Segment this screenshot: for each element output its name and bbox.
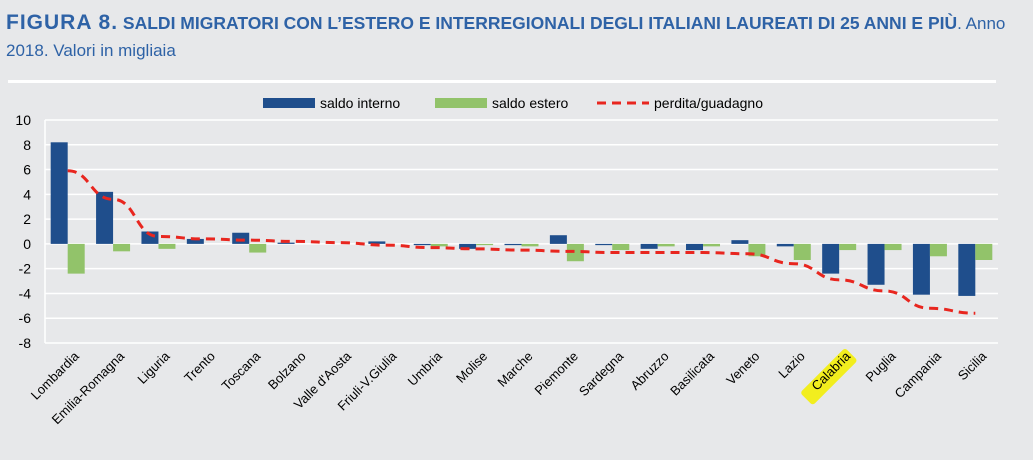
legend-saldo-interno-swatch <box>263 98 315 108</box>
bar-saldo-estero <box>793 243 811 260</box>
bar-saldo-estero <box>884 243 902 251</box>
legend-saldo-interno-label: saldo interno <box>320 95 400 111</box>
y-tick-label: 8 <box>23 137 31 153</box>
bar-saldo-interno <box>504 243 522 246</box>
y-tick-label: 10 <box>15 112 31 128</box>
bar-saldo-estero <box>430 243 448 247</box>
bar-saldo-interno <box>958 243 976 296</box>
y-tick-label: -6 <box>19 310 32 326</box>
y-tick-label: -8 <box>19 335 32 351</box>
bar-saldo-estero <box>521 243 539 247</box>
y-tick-label: 4 <box>23 186 31 202</box>
bar-saldo-interno <box>686 243 704 251</box>
figure-label: FIGURA 8. <box>6 11 119 34</box>
bar-saldo-interno <box>731 240 749 244</box>
bar-saldo-estero <box>67 243 85 274</box>
x-category-label: Molise <box>453 349 490 386</box>
line-perdita-guadagno <box>67 169 976 315</box>
bar-saldo-interno <box>595 243 613 246</box>
x-category-label: Toscana <box>218 348 263 393</box>
figure-title: SALDI MIGRATORI CON L’ESTERO E INTERREGI… <box>118 13 958 33</box>
bar-saldo-estero <box>612 243 630 251</box>
bar-saldo-estero <box>566 243 584 262</box>
y-tick-label: -4 <box>19 285 32 301</box>
bar-saldo-interno <box>867 243 885 285</box>
title-divider <box>8 80 996 83</box>
x-category-label: Bolzano <box>265 349 309 393</box>
bar-saldo-interno <box>277 242 295 244</box>
x-category-label: Puglia <box>863 348 900 385</box>
x-category-label: Campania <box>892 348 945 401</box>
legend-perdita-guadagno-label: perdita/guadagno <box>654 95 763 111</box>
y-tick-label: 0 <box>23 236 31 252</box>
bar-saldo-interno <box>549 235 567 244</box>
x-category-label: Marche <box>494 349 535 390</box>
figure-subtitle: . Anno 2018. Valori in migliaia <box>6 14 1006 60</box>
x-category-label: Trento <box>181 349 218 386</box>
bar-saldo-estero <box>929 243 947 257</box>
bar-saldo-estero <box>975 243 993 260</box>
bar-saldo-interno <box>776 243 794 247</box>
x-category-label: Basilicata <box>667 348 717 398</box>
legend-saldo-estero-swatch <box>435 98 487 108</box>
bar-saldo-interno <box>822 243 840 274</box>
bar-saldo-interno <box>459 243 477 249</box>
y-tick-label: 2 <box>23 211 31 227</box>
bar-saldo-interno <box>640 243 658 249</box>
y-tick-label: -2 <box>19 261 32 277</box>
bar-saldo-estero <box>839 243 857 251</box>
category-highlight <box>801 349 857 405</box>
x-category-label: Umbria <box>405 348 446 389</box>
bar-saldo-estero <box>703 243 721 247</box>
x-category-label: Piemonte <box>532 349 581 398</box>
x-category-label: Liguria <box>134 348 173 387</box>
bar-saldo-estero <box>158 243 176 249</box>
bar-saldo-interno <box>368 241 386 244</box>
x-category-label: Lazio <box>775 349 808 382</box>
bar-saldo-interno <box>96 191 114 244</box>
bar-saldo-estero <box>657 243 675 247</box>
x-category-label: Abruzzo <box>627 349 671 393</box>
y-tick-label: 6 <box>23 162 31 178</box>
bar-saldo-estero <box>249 243 267 253</box>
bar-saldo-estero <box>113 243 131 252</box>
bar-saldo-interno <box>912 243 930 295</box>
x-category-label: Sardegna <box>576 348 627 399</box>
legend-saldo-estero-label: saldo estero <box>492 95 568 111</box>
bar-saldo-interno <box>232 232 250 244</box>
x-category-label: Sicilia <box>955 348 990 383</box>
bar-saldo-interno <box>186 238 204 244</box>
figure-title-block: FIGURA 8. SALDI MIGRATORI CON L’ESTERO E… <box>6 10 1026 65</box>
x-category-label: Veneto <box>723 349 762 388</box>
plot-area <box>45 120 998 343</box>
bar-saldo-interno <box>50 142 68 244</box>
bar-saldo-estero <box>476 243 494 246</box>
bar-saldo-interno <box>413 243 431 246</box>
